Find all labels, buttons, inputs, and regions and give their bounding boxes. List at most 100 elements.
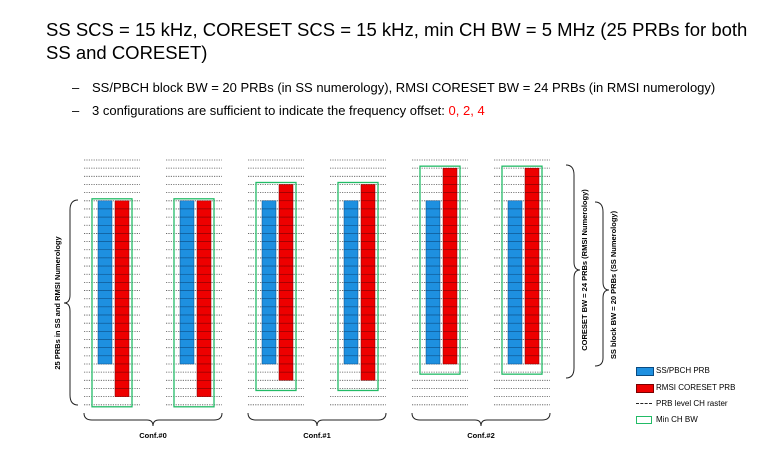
ss-prb: [97, 339, 113, 348]
ss-prb: [425, 216, 441, 226]
ss-prb: [261, 216, 277, 226]
rmsi-prb: [196, 216, 212, 226]
ss-prb: [179, 200, 195, 210]
rmsi-prb: [442, 306, 458, 316]
ss-prb: [343, 273, 359, 283]
legend-minbw-label: Min CH BW: [656, 415, 698, 424]
ss-prb: [97, 216, 113, 226]
rmsi-prb: [524, 347, 540, 357]
rmsi-prb: [114, 371, 130, 381]
ss-prb: [425, 314, 441, 324]
ss-prb: [97, 273, 113, 283]
rmsi-prb: [196, 322, 212, 332]
rmsi-prb: [114, 257, 130, 267]
ss-prb: [343, 298, 359, 308]
ss-prb: [343, 322, 359, 332]
rmsi-prb: [278, 306, 294, 316]
ss-prb: [507, 265, 523, 275]
rmsi-prb: [278, 233, 294, 242]
rmsi-prb: [360, 282, 376, 291]
rmsi-prb: [442, 314, 458, 324]
ss-prb: [343, 339, 359, 348]
rmsi-prb: [196, 208, 212, 218]
rmsi-prb: [442, 208, 458, 218]
rmsi-prb: [278, 225, 294, 234]
legend-ss-label: SS/PBCH PRB: [656, 366, 710, 375]
rmsi-prb: [114, 380, 130, 389]
rmsi-prb: [278, 339, 294, 348]
min-ch-bw-box: [337, 181, 379, 392]
legend-minbw-swatch: [636, 416, 652, 424]
rmsi-prb: [114, 355, 130, 365]
rmsi-prb: [524, 314, 540, 324]
ss-prb: [179, 208, 195, 218]
ss-prb: [261, 200, 277, 210]
rmsi-prb: [114, 314, 130, 324]
ss-prb: [507, 331, 523, 340]
rmsi-prb: [114, 347, 130, 357]
ss-prb: [97, 208, 113, 218]
ss-prb: [343, 331, 359, 340]
ss-prb: [343, 225, 359, 234]
min-ch-bw-box: [173, 198, 215, 408]
rmsi-prb: [278, 257, 294, 267]
rmsi-prb: [114, 331, 130, 340]
ss-prb: [507, 290, 523, 299]
rmsi-prb: [196, 225, 212, 234]
rmsi-prb: [442, 241, 458, 251]
rmsi-prb: [442, 257, 458, 267]
rmsi-prb: [114, 265, 130, 275]
rmsi-prb: [524, 257, 540, 267]
ss-prb: [425, 331, 441, 340]
rmsi-prb: [196, 298, 212, 308]
config-brace: [83, 412, 223, 427]
ss-prb: [425, 265, 441, 275]
ss-prb: [343, 355, 359, 365]
legend-rmsi-label: RMSI CORESET PRB: [656, 383, 736, 392]
ss-prb: [261, 306, 277, 316]
ss-prb: [507, 208, 523, 218]
ss-prb: [425, 257, 441, 267]
rmsi-prb: [524, 265, 540, 275]
ss-prb: [179, 339, 195, 348]
ss-prb: [425, 225, 441, 234]
rmsi-prb: [360, 233, 376, 242]
ss-prb: [261, 322, 277, 332]
rmsi-prb: [360, 314, 376, 324]
ss-prb: [261, 282, 277, 291]
ss-prb: [425, 322, 441, 332]
ss-prb: [425, 306, 441, 316]
ss-prb: [507, 306, 523, 316]
ss-prb: [261, 208, 277, 218]
ss-prb: [261, 241, 277, 251]
rmsi-prb: [114, 241, 130, 251]
ss-prb: [343, 290, 359, 299]
ss-prb: [507, 339, 523, 348]
ssblock-bw-label: SS block BW = 20 PRBs (SS Numerology): [609, 210, 618, 359]
rmsi-prb: [196, 273, 212, 283]
ss-prb: [425, 241, 441, 251]
rmsi-prb: [360, 298, 376, 308]
rmsi-prb: [278, 216, 294, 226]
rmsi-prb: [114, 233, 130, 242]
rmsi-prb: [360, 363, 376, 373]
legend-raster-swatch: [636, 403, 652, 404]
rmsi-prb: [196, 282, 212, 291]
rmsi-prb: [114, 306, 130, 316]
rmsi-prb: [196, 371, 212, 381]
rmsi-prb: [114, 273, 130, 283]
rmsi-prb: [360, 347, 376, 357]
config-brace: [247, 412, 387, 427]
ss-prb: [179, 322, 195, 332]
rmsi-prb: [278, 192, 294, 202]
ss-prb: [343, 282, 359, 291]
rmsi-prb: [442, 290, 458, 299]
rmsi-prb: [278, 298, 294, 308]
config-brace: [411, 412, 551, 427]
rmsi-prb: [196, 249, 212, 259]
slide-title: SS SCS = 15 kHz, CORESET SCS = 15 kHz, m…: [46, 19, 748, 63]
rmsi-prb: [524, 306, 540, 316]
rmsi-prb: [114, 388, 130, 397]
rmsi-prb: [196, 380, 212, 389]
